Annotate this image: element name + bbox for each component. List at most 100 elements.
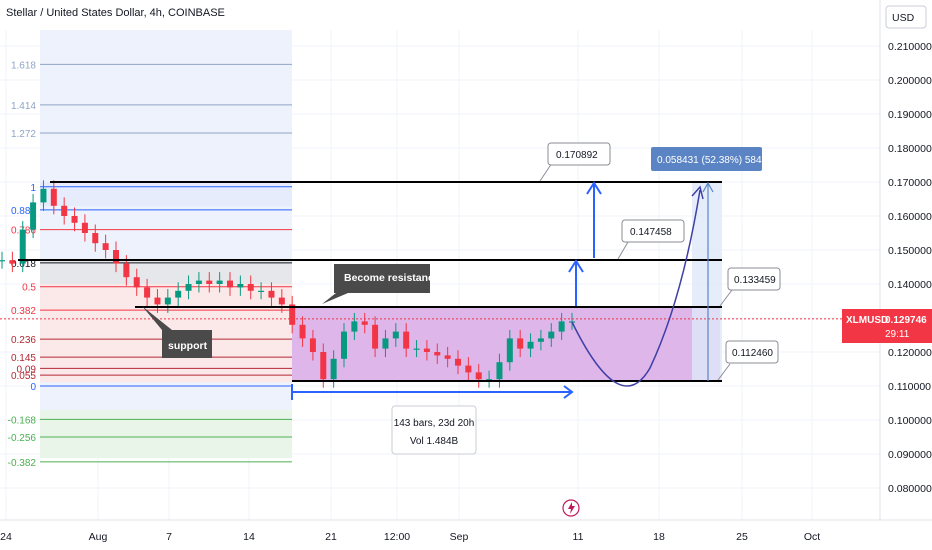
support-bubble-shape xyxy=(142,306,212,358)
candle-body xyxy=(71,216,78,223)
candle-body xyxy=(527,341,534,349)
arrow-up-2-head xyxy=(586,181,602,195)
measure-arrow xyxy=(702,181,714,193)
candle-body xyxy=(278,297,285,305)
level-label-2-text: 0.147458 xyxy=(630,227,672,238)
candle-body xyxy=(30,202,37,230)
currency-label: USD xyxy=(892,12,915,24)
fib-band-618 xyxy=(40,260,292,284)
level-label-4[interactable]: 0.112460 xyxy=(717,340,779,381)
candle-body xyxy=(102,243,109,250)
candle-body xyxy=(537,338,544,342)
lightning-icon[interactable] xyxy=(562,499,580,517)
range-info-bars: 143 bars, 23d 20h xyxy=(394,418,475,429)
range-info-box[interactable]: 143 bars, 23d 20h Vol 1.484B xyxy=(391,405,477,455)
candle-body xyxy=(164,297,171,305)
candle-body xyxy=(216,280,223,284)
candle-body xyxy=(506,338,513,363)
price-axis[interactable]: 0.210000 0.200000 0.190000 0.180000 0.170000… xyxy=(879,0,932,520)
candle-body xyxy=(113,250,119,264)
candle-body xyxy=(185,284,192,291)
candle-body xyxy=(133,277,140,288)
candle-body xyxy=(320,352,327,380)
time-axis[interactable]: 24 Aug 7 14 21 12:00 Sep 11 18 25 Oct xyxy=(0,519,932,543)
candle-body xyxy=(403,331,410,349)
candle-body xyxy=(247,284,254,291)
price-tick-label: 0.140000 xyxy=(888,279,932,291)
candle-body xyxy=(237,284,244,288)
fib-label: 0.382 xyxy=(11,306,36,317)
price-tick-label: 0.180000 xyxy=(888,143,932,155)
fib-label: 0.09 xyxy=(17,364,37,375)
current-price-tag: XLMUSD 0.129746 29:11 xyxy=(842,309,932,343)
candle-body xyxy=(455,358,461,366)
fib-label: 1.272 xyxy=(11,129,36,140)
candle-body xyxy=(382,338,389,349)
candle-body xyxy=(195,280,202,284)
price-tick-label: 0.150000 xyxy=(888,245,932,257)
price-tick-label: 0.190000 xyxy=(888,109,932,121)
level-label-4-text: 0.112460 xyxy=(732,348,773,359)
candle-body xyxy=(289,304,296,325)
fib-label: -0.382 xyxy=(8,458,37,469)
candle-body xyxy=(175,290,182,298)
candle-body xyxy=(351,321,358,332)
fib-label: 0.886 xyxy=(11,206,36,217)
projection-curve xyxy=(571,189,701,387)
time-tick-label: Oct xyxy=(804,531,820,543)
resistance-label: Become resistance xyxy=(344,272,440,284)
candle-body xyxy=(330,358,337,380)
level-label-1[interactable]: 0.170892 xyxy=(539,142,611,182)
measure-shade xyxy=(692,182,722,382)
fib-label: 0.145 xyxy=(11,353,36,364)
fib-label: -0.168 xyxy=(8,415,37,426)
price-tick-label: 0.170000 xyxy=(888,177,932,189)
current-price-countdown: 29:11 xyxy=(885,329,910,340)
candle-body xyxy=(258,290,265,292)
candle-body xyxy=(361,321,368,325)
support-callout[interactable]: support xyxy=(142,306,212,358)
measure-label[interactable]: 0.058431 (52.38%) 58431 xyxy=(651,147,773,171)
time-tick-label: 21 xyxy=(325,531,337,543)
price-tick-label: 0.090000 xyxy=(888,449,932,461)
drawings xyxy=(0,181,880,400)
candle-body xyxy=(486,379,493,381)
candle-body xyxy=(558,321,565,332)
chart-title: Stellar / United States Dollar, 4h, COIN… xyxy=(6,7,225,19)
time-tick-label: 25 xyxy=(736,531,748,543)
candle-body xyxy=(299,324,306,339)
fib-label: 1.618 xyxy=(11,60,36,71)
candle-body xyxy=(40,188,47,203)
candle-body xyxy=(372,324,379,349)
candle-body xyxy=(309,338,316,352)
fib-label: -0.256 xyxy=(8,433,37,444)
candle-body xyxy=(517,338,524,349)
price-tick-label: 0.160000 xyxy=(888,211,932,223)
candle-body xyxy=(465,365,472,373)
candle-body xyxy=(475,372,482,380)
level-label-3-text: 0.133459 xyxy=(734,275,776,286)
price-tick-label: 0.110000 xyxy=(888,381,931,393)
fib-label: 0.236 xyxy=(11,335,36,346)
time-tick-label: 14 xyxy=(243,531,255,543)
level-label-2[interactable]: 0.147458 xyxy=(617,219,685,260)
resistance-callout[interactable]: Become resistance xyxy=(322,264,440,304)
fib-label: 0.5 xyxy=(22,283,36,294)
currency-button[interactable] xyxy=(885,5,927,29)
candle-body xyxy=(19,229,26,264)
candle-body xyxy=(434,352,441,356)
candle-body xyxy=(61,205,68,216)
candle-body xyxy=(423,348,430,352)
candle-body xyxy=(444,355,451,359)
level-label-3[interactable]: 0.133459 xyxy=(719,267,781,307)
candle-body xyxy=(227,280,233,288)
arrow-up-1-head xyxy=(568,259,584,273)
candle-body xyxy=(154,297,161,305)
price-tick-label: 0.210000 xyxy=(888,41,932,53)
fib-label: 1 xyxy=(30,183,36,194)
candle-body xyxy=(341,331,347,359)
projection-arrow xyxy=(691,185,704,200)
candle-body xyxy=(206,280,213,284)
candle-body xyxy=(0,260,5,262)
